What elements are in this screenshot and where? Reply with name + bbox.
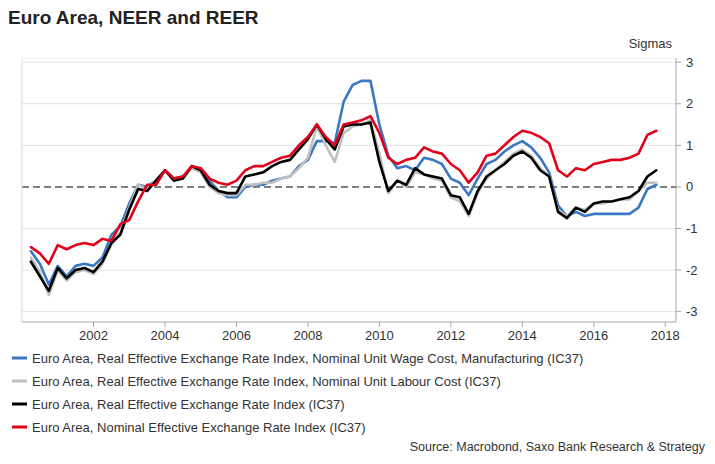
chart: Euro Area, NEER and REER Sigmas 3 2 1 0 -1 -2 -3… [0, 0, 715, 464]
grid [22, 62, 676, 311]
x-tick [93, 322, 94, 327]
x-tick-label: 2018 [651, 328, 680, 343]
x-tick [665, 322, 666, 327]
y-tick-label: 0 [686, 179, 693, 194]
x-tick-label: 2014 [508, 328, 537, 343]
x-tick [236, 322, 237, 327]
grid-line [22, 270, 676, 271]
legend-swatch [12, 426, 27, 429]
legend-swatch [12, 380, 27, 383]
x-tick [522, 322, 523, 327]
y-tick-label: -2 [686, 263, 698, 278]
frame-top [22, 58, 676, 59]
legend: Euro Area, Real Effective Exchange Rate … [12, 351, 583, 435]
y-tick [676, 311, 681, 312]
y-tick [676, 228, 681, 229]
y-tick-label: -1 [686, 221, 698, 236]
x-axis [22, 322, 676, 323]
x-tick-label: 2006 [222, 328, 251, 343]
legend-swatch [12, 357, 27, 360]
frame-left [22, 58, 23, 322]
y-tick-label: -3 [686, 304, 698, 319]
y-axis [676, 58, 677, 322]
grid-line [22, 62, 676, 63]
y-axis-label: Sigmas [629, 36, 673, 51]
y-tick [676, 145, 681, 146]
y-tick [676, 270, 681, 271]
y-tick-label: 2 [686, 96, 693, 111]
x-tick [450, 322, 451, 327]
y-tick [676, 186, 681, 187]
y-tick [676, 103, 681, 104]
legend-label: Euro Area, Nominal Effective Exchange Ra… [32, 420, 366, 435]
legend-label: Euro Area, Real Effective Exchange Rate … [32, 374, 501, 389]
grid-line [22, 103, 676, 104]
series-line [31, 81, 656, 285]
title: Euro Area, NEER and REER [8, 7, 259, 28]
y-tick-label: 3 [686, 55, 693, 70]
legend-label: Euro Area, Real Effective Exchange Rate … [32, 397, 345, 412]
x-tick-label: 2008 [293, 328, 322, 343]
series-line [31, 122, 656, 290]
source: Source: Macrobond, Saxo Bank Research & … [410, 440, 706, 454]
series-line [31, 120, 656, 295]
x-tick [164, 322, 165, 327]
x-tick-label: 2012 [436, 328, 465, 343]
x-tick [593, 322, 594, 327]
grid-line [22, 186, 676, 188]
legend-label: Euro Area, Real Effective Exchange Rate … [32, 351, 583, 366]
legend-swatch [12, 403, 27, 406]
x-tick-label: 2016 [579, 328, 608, 343]
x-tick-label: 2010 [365, 328, 394, 343]
y-tick [676, 62, 681, 63]
series-lines [31, 81, 656, 295]
x-tick [307, 322, 308, 327]
x-tick-label: 2002 [79, 328, 108, 343]
grid-line [22, 311, 676, 312]
y-tick-label: 1 [686, 138, 693, 153]
x-tick [379, 322, 380, 327]
grid-line [22, 145, 676, 146]
x-tick-label: 2004 [150, 328, 179, 343]
series-line [31, 116, 656, 264]
